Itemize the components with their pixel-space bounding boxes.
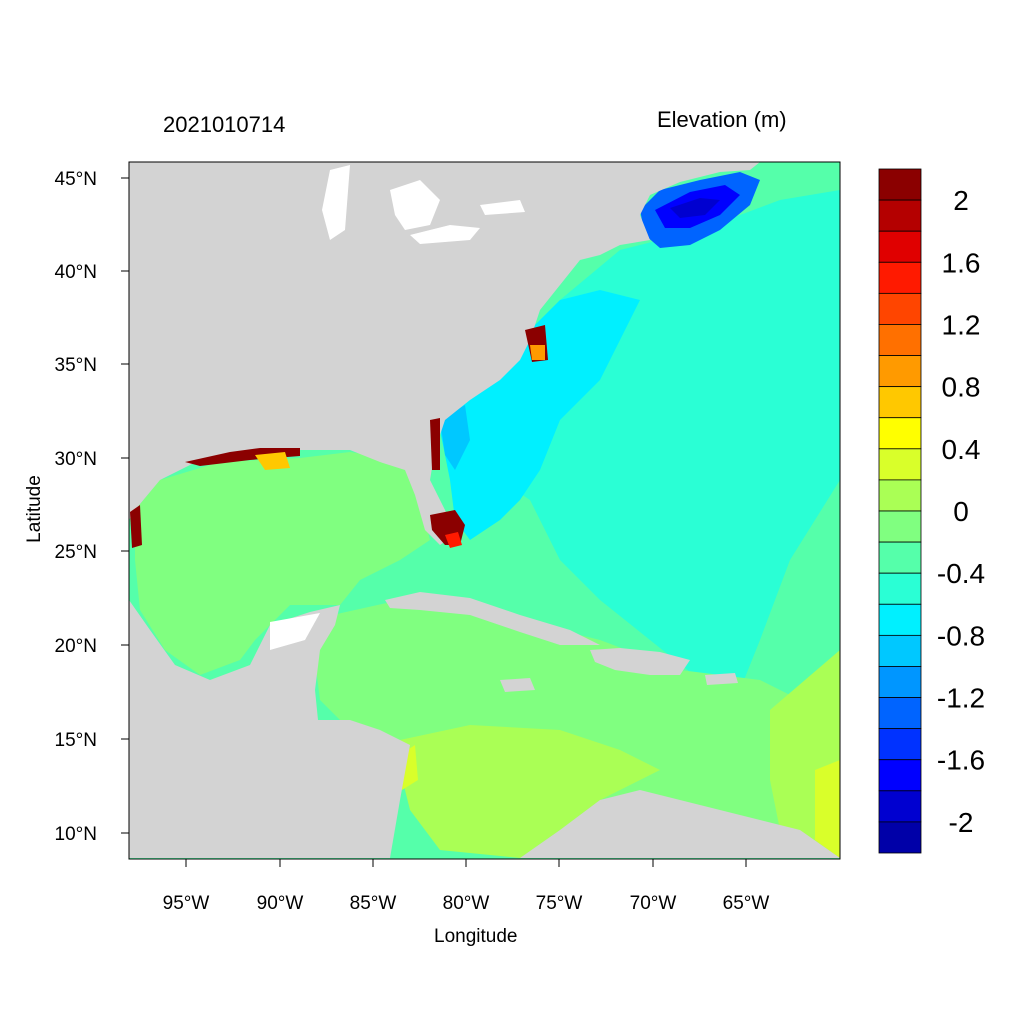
land-puerto-rico [705, 673, 738, 685]
colorbar-swatch [878, 199, 922, 232]
x-tick-label: 90°W [257, 893, 304, 914]
x-tick-label: 65°W [723, 893, 770, 914]
colorbar-label: -0.4 [937, 558, 985, 589]
x-tick-label: 95°W [163, 893, 210, 914]
colorbar-swatch [878, 230, 922, 263]
texas-coast-inundation [130, 505, 142, 548]
georgia-coast-inundation [430, 418, 440, 470]
land-cuba [385, 592, 600, 645]
x-tick-label: 75°W [536, 893, 583, 914]
colorbar-swatch [878, 386, 922, 419]
yucatan-shelf [270, 613, 320, 650]
ocean-region-minus08 [440, 290, 640, 540]
land-hispaniola [590, 648, 690, 675]
y-tick-label: 10°N [55, 824, 97, 845]
colorbar-swatch [878, 510, 922, 543]
y-tick-label: 30°N [55, 449, 97, 470]
colorbar-swatch [878, 572, 922, 605]
y-tick-label: 35°N [55, 355, 97, 376]
lake-huron [390, 180, 440, 230]
colorbar-swatch [878, 541, 922, 574]
colorbar-swatch [878, 292, 922, 325]
colorbar-label: -1.6 [937, 745, 985, 776]
land-central-america [129, 600, 410, 858]
y-tick-label: 20°N [55, 636, 97, 657]
map-area [129, 162, 840, 859]
colorbar-swatch [878, 168, 922, 201]
colorbar-swatch [878, 448, 922, 481]
colorbar-label: -1.2 [937, 683, 985, 714]
colorbar-swatch [878, 324, 922, 356]
gulf-coast-inundation [185, 448, 300, 466]
colorbar-label: -0.8 [937, 620, 985, 651]
x-tick-label: 85°W [350, 893, 397, 914]
timestamp-title: 2021010714 [163, 112, 286, 137]
colorbar-swatch [878, 790, 922, 823]
carolina-surge [530, 345, 545, 360]
yellow-patch-east [815, 760, 840, 858]
colorbar-label: 0.4 [942, 434, 981, 465]
lake-michigan [322, 165, 350, 240]
x-axis-label: Longitude [434, 926, 518, 947]
gulf-of-maine-min [670, 198, 720, 218]
y-axis-ticks: 45°N 40°N 35°N 30°N 25°N 20°N 15°N 10°N [55, 169, 129, 845]
colorbar-swatch [878, 728, 922, 761]
colorbar-swatch [878, 479, 922, 512]
colorbar-swatch [878, 821, 922, 854]
colorbar-swatch [878, 261, 922, 294]
colorbar-swatch [878, 759, 922, 792]
gulf-of-mexico [135, 452, 430, 675]
ocean-region-minus12 [440, 405, 470, 470]
caribbean-south-region [400, 725, 660, 858]
colorbar-label: 0 [953, 496, 969, 527]
colorbar-swatch [878, 697, 922, 730]
lake-erie [410, 225, 480, 244]
colorbar-label: 2 [953, 185, 969, 216]
colorbar-swatch [878, 355, 922, 388]
colorbar-label: -2 [949, 807, 974, 838]
lake-ontario [480, 200, 525, 215]
colorbar-swatch [878, 666, 922, 698]
map-frame [128, 161, 841, 860]
x-tick-label: 70°W [630, 893, 677, 914]
y-tick-label: 40°N [55, 262, 97, 283]
florida-south-tip [445, 532, 462, 548]
x-axis-ticks: 95°W 90°W 85°W 80°W 75°W 70°W 65°W [163, 859, 770, 914]
land-south-america [460, 790, 840, 858]
y-tick-label: 25°N [55, 542, 97, 563]
x-tick-label: 80°W [443, 893, 490, 914]
colorbar-swatch [878, 603, 922, 636]
land-jamaica [500, 678, 535, 692]
y-tick-label: 45°N [55, 169, 97, 190]
colorbar-label: 0.8 [942, 372, 981, 403]
colorbar-label: 1.6 [942, 247, 981, 278]
variable-title: Elevation (m) [657, 107, 787, 132]
colorbar-swatch [878, 417, 922, 450]
colorbar-swatch [878, 634, 922, 667]
colorbar-label: 1.2 [942, 309, 981, 340]
louisiana-surge [255, 452, 290, 470]
y-tick-label: 15°N [55, 730, 97, 751]
colorbar: 2 1.6 1.2 0.8 0.4 0 -0.4 -0.8 -1.2 -1.6 -2 [878, 168, 985, 854]
